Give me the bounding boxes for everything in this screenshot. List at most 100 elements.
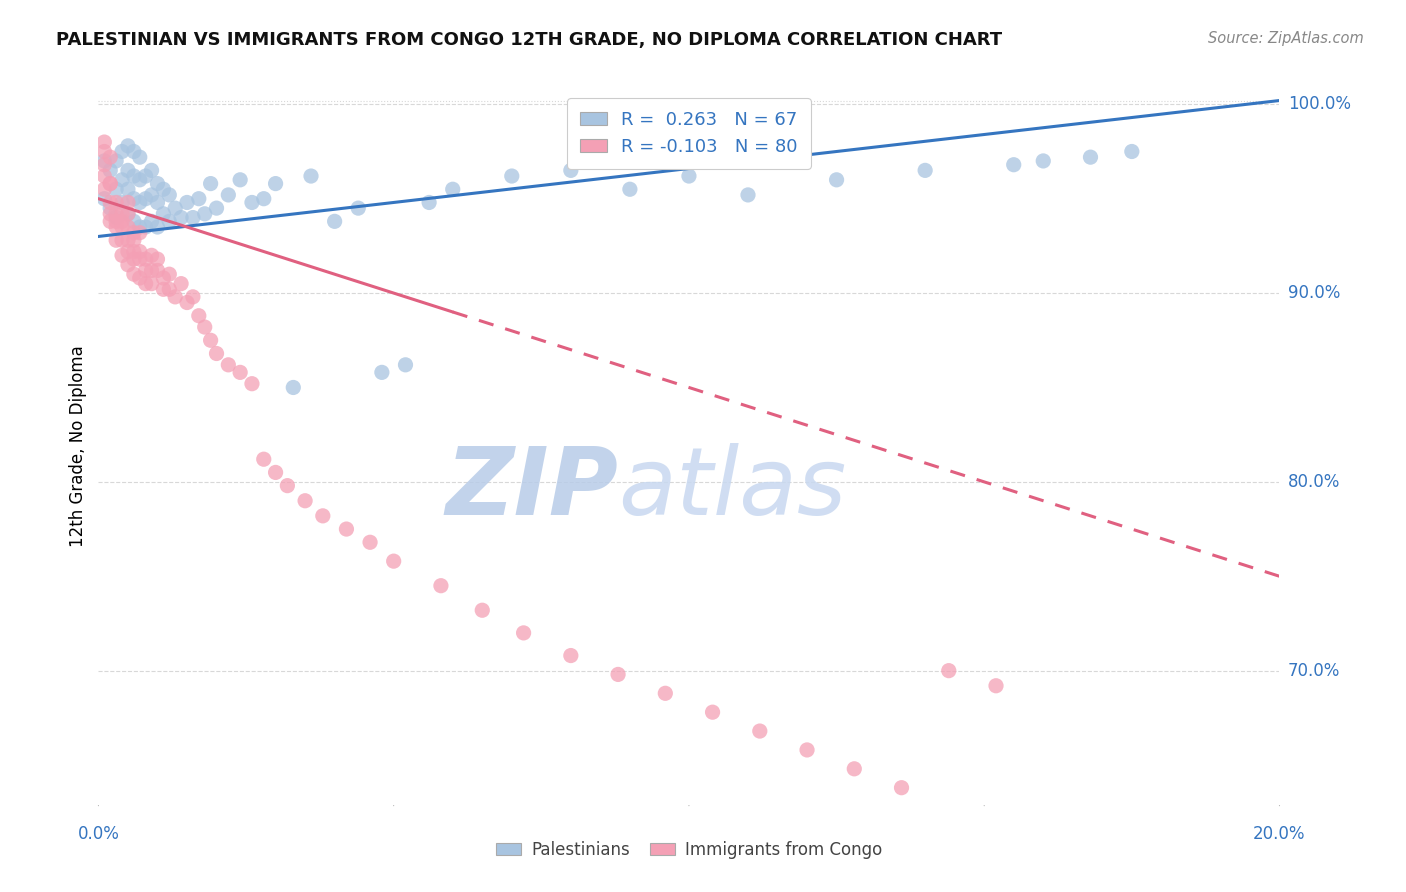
Point: [382, 554, 405, 568]
Point: [157, 188, 180, 202]
Point: [200, 177, 222, 191]
Point: [240, 376, 263, 391]
Point: [98, 163, 121, 178]
Point: [619, 182, 641, 196]
Point: [187, 309, 209, 323]
Point: [93, 135, 115, 149]
Point: [122, 244, 145, 259]
Point: [141, 248, 163, 262]
Point: [135, 219, 157, 234]
Point: [128, 195, 150, 210]
Point: [194, 207, 217, 221]
Point: [135, 169, 157, 183]
Point: [98, 177, 121, 191]
Point: [229, 173, 252, 187]
Point: [501, 169, 523, 183]
Point: [146, 219, 169, 234]
Point: [105, 195, 128, 210]
Point: [111, 173, 134, 187]
Point: [394, 358, 416, 372]
Point: [111, 207, 134, 221]
Point: [702, 705, 724, 719]
Point: [512, 626, 534, 640]
Point: [122, 233, 145, 247]
Point: [844, 762, 866, 776]
Point: [93, 145, 115, 159]
Point: [98, 150, 121, 164]
Point: [117, 195, 139, 210]
Point: [146, 263, 169, 277]
Point: [418, 195, 440, 210]
Point: [146, 177, 169, 191]
Point: [93, 192, 115, 206]
Point: [152, 282, 174, 296]
Point: [430, 579, 453, 593]
Point: [347, 201, 370, 215]
Point: [135, 252, 157, 266]
Point: [176, 195, 198, 210]
Point: [122, 267, 145, 281]
Point: [264, 466, 287, 480]
Point: [176, 295, 198, 310]
Point: [98, 195, 121, 210]
Point: [105, 182, 128, 196]
Point: [117, 219, 139, 234]
Point: [984, 679, 1007, 693]
Point: [200, 333, 222, 347]
Point: [146, 195, 169, 210]
Point: [441, 182, 464, 196]
Point: [914, 163, 936, 178]
Point: [93, 169, 115, 183]
Point: [135, 192, 157, 206]
Point: [1121, 145, 1143, 159]
Point: [1080, 150, 1102, 164]
Point: [229, 365, 252, 379]
Text: 70.0%: 70.0%: [1288, 662, 1340, 680]
Point: [141, 163, 163, 178]
Point: [128, 150, 150, 164]
Point: [217, 358, 239, 372]
Point: [105, 233, 128, 247]
Point: [117, 207, 139, 221]
Text: ZIP: ZIP: [446, 442, 619, 535]
Text: PALESTINIAN VS IMMIGRANTS FROM CONGO 12TH GRADE, NO DIPLOMA CORRELATION CHART: PALESTINIAN VS IMMIGRANTS FROM CONGO 12T…: [56, 31, 1002, 49]
Text: 80.0%: 80.0%: [1288, 473, 1340, 491]
Point: [122, 169, 145, 183]
Point: [205, 201, 228, 215]
Point: [122, 252, 145, 266]
Point: [141, 214, 163, 228]
Point: [111, 219, 134, 234]
Point: [93, 182, 115, 196]
Point: [335, 522, 357, 536]
Legend: Palestinians, Immigrants from Congo: Palestinians, Immigrants from Congo: [489, 835, 889, 866]
Point: [135, 277, 157, 291]
Point: [93, 153, 115, 168]
Text: 20.0%: 20.0%: [1253, 825, 1306, 844]
Point: [737, 188, 759, 202]
Point: [93, 158, 115, 172]
Point: [181, 211, 204, 225]
Point: [678, 169, 700, 183]
Point: [111, 248, 134, 262]
Text: Source: ZipAtlas.com: Source: ZipAtlas.com: [1208, 31, 1364, 46]
Point: [1032, 153, 1054, 168]
Point: [122, 145, 145, 159]
Point: [471, 603, 494, 617]
Point: [240, 195, 263, 210]
Text: atlas: atlas: [619, 443, 846, 534]
Point: [607, 667, 630, 681]
Point: [128, 244, 150, 259]
Point: [152, 182, 174, 196]
Text: 100.0%: 100.0%: [1288, 95, 1351, 113]
Point: [654, 686, 676, 700]
Point: [117, 163, 139, 178]
Point: [105, 219, 128, 234]
Point: [135, 263, 157, 277]
Point: [105, 214, 128, 228]
Point: [157, 282, 180, 296]
Point: [117, 182, 139, 196]
Point: [276, 478, 298, 492]
Point: [117, 138, 139, 153]
Point: [128, 219, 150, 234]
Point: [560, 648, 582, 663]
